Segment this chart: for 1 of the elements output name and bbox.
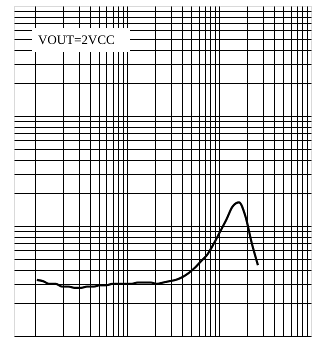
text: VOUT=2VCC bbox=[38, 32, 115, 47]
